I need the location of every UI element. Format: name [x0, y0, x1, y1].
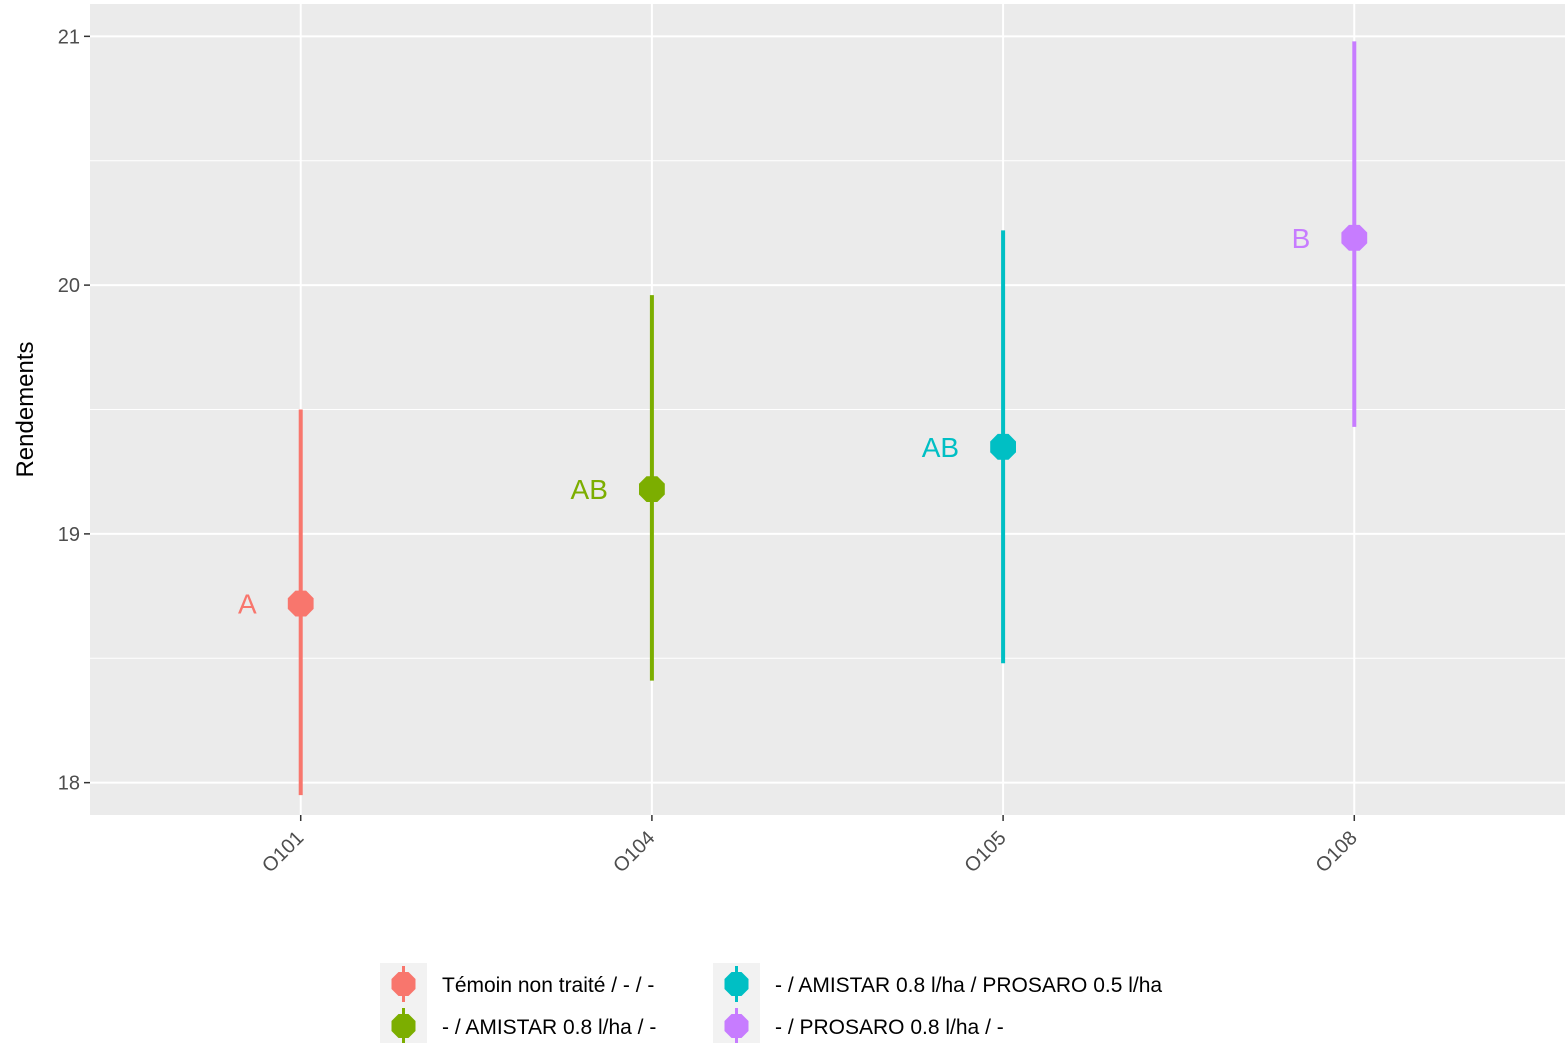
legend-key-marker — [391, 972, 416, 996]
minor-grid — [90, 160, 1565, 659]
y-tick-label: 19 — [58, 524, 80, 546]
legend-item: - / PROSARO 0.8 l/ha / - — [713, 1005, 1004, 1043]
legend-label: - / AMISTAR 0.8 l/ha / PROSARO 0.5 l/ha — [775, 974, 1162, 997]
point-marker — [287, 590, 314, 617]
group-letter-label: B — [1292, 223, 1311, 254]
series-O108: B — [1292, 41, 1368, 427]
legend-key-marker — [724, 972, 749, 996]
x-tick-label: O108 — [1312, 827, 1362, 877]
legend-item: Témoin non traité / - / - — [380, 963, 654, 1005]
legend-label: Témoin non traité / - / - — [442, 974, 654, 997]
x-tick-labels: O101 O104 O105 O108 — [258, 827, 1362, 877]
legend: Témoin non traité / - / - - / AMISTAR 0.8… — [380, 963, 1162, 1043]
x-tick-label: O105 — [960, 827, 1010, 877]
y-axis-title: Rendements — [12, 341, 39, 477]
series-O105: AB — [922, 230, 1016, 664]
legend-label: - / PROSARO 0.8 l/ha / - — [775, 1016, 1004, 1039]
point-marker — [639, 476, 665, 502]
point-marker — [990, 433, 1016, 460]
group-letter-label: A — [238, 589, 257, 620]
group-letter-label: AB — [922, 432, 959, 463]
legend-item: - / AMISTAR 0.8 l/ha / PROSARO 0.5 l/ha — [713, 963, 1162, 1005]
x-tick-label: O104 — [609, 827, 659, 877]
legend-item: - / AMISTAR 0.8 l/ha / - — [380, 1005, 656, 1043]
y-tick-label: 21 — [58, 26, 80, 48]
legend-key-marker — [724, 1014, 749, 1038]
y-tick-label: 20 — [58, 275, 80, 297]
series-O101: A — [238, 409, 314, 796]
x-tick-label: O101 — [258, 827, 308, 877]
y-tick-labels: 18 19 20 21 — [58, 26, 80, 794]
legend-label: - / AMISTAR 0.8 l/ha / - — [442, 1016, 656, 1039]
series-layer: A AB AB B — [238, 41, 1368, 796]
series-O104: AB — [571, 295, 665, 681]
group-letter-label: AB — [571, 474, 608, 505]
legend-key-marker — [391, 1014, 416, 1038]
axis-ticks — [84, 35, 1356, 821]
y-tick-label: 18 — [58, 773, 80, 795]
point-marker — [1341, 224, 1368, 251]
